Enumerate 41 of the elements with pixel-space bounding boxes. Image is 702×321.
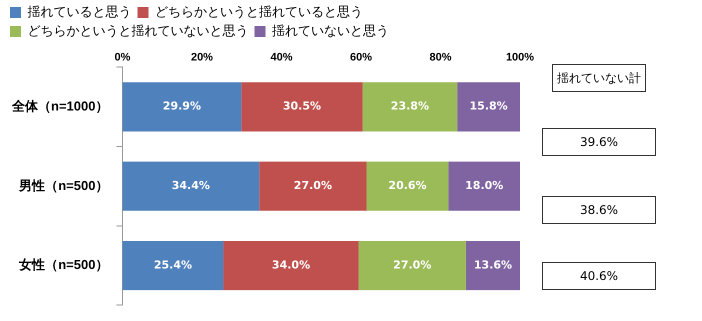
- bar: [122, 240, 224, 290]
- bar: [241, 82, 363, 132]
- text: 38.6%: [542, 196, 656, 224]
- data-label: 25.4%: [154, 258, 192, 272]
- x-tick-label: 40%: [270, 52, 293, 64]
- bar: [448, 162, 520, 211]
- text: 揺れていない計: [552, 64, 646, 92]
- data-label: 30.5%: [282, 100, 322, 113]
- x-tick-label: 60%: [350, 52, 372, 64]
- legend-label: 揺れていないと思う: [272, 23, 389, 38]
- legend-label: 揺れていると思う: [28, 4, 132, 20]
- data-label: 34.4%: [172, 179, 210, 192]
- x-tick-label: 20%: [190, 52, 214, 64]
- bar: [259, 162, 367, 211]
- x-tick-label: 0%: [114, 52, 131, 64]
- data-label: 23.8%: [390, 100, 429, 113]
- legend-label: どちらかというと揺れていないと思う: [28, 23, 248, 38]
- data-label: 13.6%: [474, 258, 512, 272]
- legend-label: どちらかというと揺れていると思う: [155, 4, 363, 20]
- bar: [362, 82, 458, 132]
- data-label: 29.9%: [162, 100, 201, 113]
- bar: [466, 240, 520, 290]
- data-label: 18.0%: [465, 179, 504, 192]
- bar: [122, 162, 260, 211]
- data-label: 27.0%: [393, 258, 432, 272]
- data-label: 20.6%: [388, 179, 427, 192]
- bar: [223, 240, 359, 290]
- data-label: 34.0%: [272, 258, 310, 272]
- text: 39.6%: [542, 128, 656, 156]
- bar: [366, 162, 448, 211]
- data-label: 15.8%: [470, 100, 508, 113]
- x-tick-label: 100%: [506, 52, 534, 64]
- text: 40.6%: [542, 262, 656, 290]
- y-tick-label: 男性（n=500）: [18, 178, 108, 193]
- bar: [122, 82, 242, 132]
- y-tick-label: 全体（n=1000）: [11, 98, 108, 114]
- x-tick-label: 80%: [429, 52, 452, 64]
- y-tick-label: 女性（n=500）: [18, 257, 108, 272]
- bar: [358, 240, 466, 290]
- data-label: 27.0%: [294, 179, 332, 192]
- bar: [457, 82, 520, 132]
